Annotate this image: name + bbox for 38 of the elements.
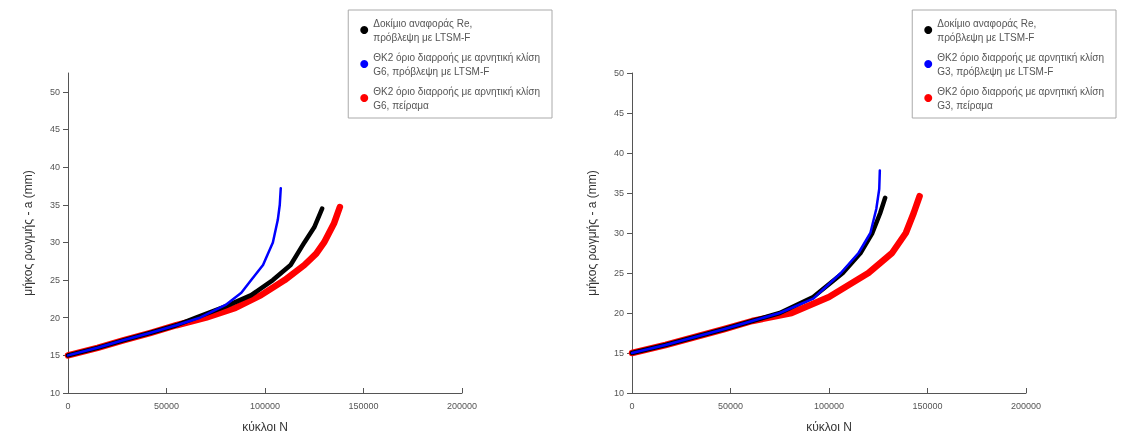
x-tick-label: 200000 — [1010, 400, 1042, 411]
y-tick-label: 20 — [49, 312, 60, 323]
x-tick-label: 50000 — [717, 400, 744, 411]
x-tick-label: 150000 — [348, 400, 379, 411]
legend-label: ΘΚ2 όριο διαρροής με αρνητική κλίση G3, πείραμα — [937, 85, 1104, 111]
legend-label: ΘΚ2 όριο διαρροής με αρνητική κλίση G6, πρόβλεψη με LTSM-F — [373, 51, 540, 77]
legend-label: ΘΚ2 όριο διαρροής με αρνητική κλίση G3, πρόβλεψη με LTSM-F — [937, 51, 1104, 77]
y-tick-label: 45 — [613, 108, 624, 118]
x-tick-label: 100000 — [249, 400, 281, 411]
x-tick-label: 0 — [629, 400, 635, 411]
x-axis-title: κύκλοι N — [242, 420, 288, 434]
y-axis-title: μήκος ρωγμής - a (mm) — [21, 170, 35, 296]
y-tick-label: 45 — [49, 124, 60, 135]
x-tick-label: 50000 — [153, 400, 180, 411]
x-tick-label: 150000 — [912, 400, 943, 411]
y-tick-label: 30 — [613, 228, 624, 238]
y-tick-label: 35 — [613, 188, 624, 198]
legend-label: Δοκίμιο αναφοράς Re, πρόβλεψη με LTSM-F — [937, 17, 1037, 43]
y-tick-label: 25 — [613, 268, 624, 278]
y-tick-label: 10 — [613, 388, 624, 398]
y-axis-title: μήκος ρωγμής - a (mm) — [585, 170, 599, 296]
legend-label: ΘΚ2 όριο διαρροής με αρνητική κλίση G6, πείραμα — [373, 85, 540, 111]
y-tick-label: 50 — [613, 68, 624, 78]
y-tick-label: 20 — [613, 308, 624, 318]
y-tick-label: 15 — [613, 348, 624, 358]
y-tick-label: 15 — [49, 350, 60, 361]
y-tick-label: 40 — [49, 162, 60, 173]
y-tick-label: 40 — [613, 148, 624, 158]
y-tick-label: 50 — [49, 86, 60, 97]
x-tick-label: 200000 — [446, 400, 478, 411]
legend-label: Δοκίμιο αναφοράς Re, πρόβλεψη με LTSM-F — [373, 17, 473, 43]
x-tick-label: 0 — [65, 400, 71, 411]
y-tick-label: 35 — [49, 199, 60, 210]
y-tick-label: 25 — [49, 275, 60, 286]
y-tick-label: 10 — [49, 388, 60, 398]
y-tick-label: 30 — [49, 237, 60, 248]
x-axis-title: κύκλοι N — [806, 420, 852, 434]
x-tick-label: 100000 — [813, 400, 845, 411]
